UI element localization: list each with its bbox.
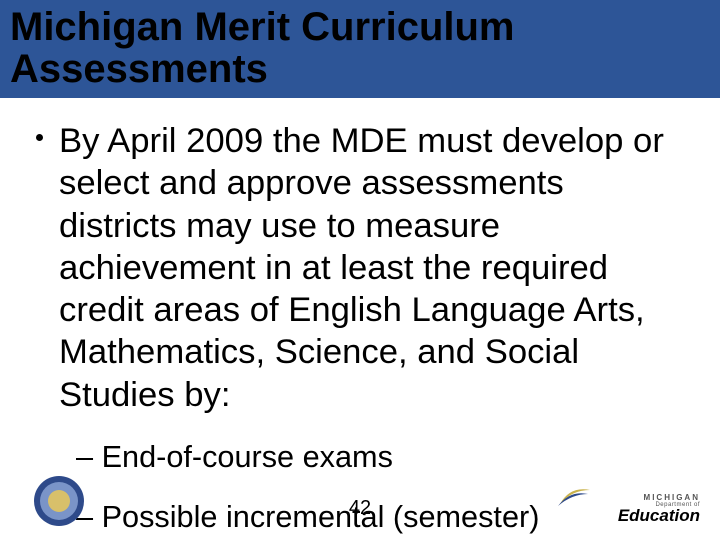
slide-footer: 42 MICHIGAN Department of Education [0,466,720,526]
bullet-dot-icon [36,134,43,141]
logo-state-text: MICHIGAN [618,494,700,502]
logo-main-text: Education [618,507,700,524]
bullet-item: By April 2009 the MDE must develop or se… [36,120,684,416]
title-bar: Michigan Merit Curriculum Assessments [0,0,720,98]
bullet-text: By April 2009 the MDE must develop or se… [59,120,684,416]
slide-title: Michigan Merit Curriculum Assessments [10,6,710,90]
page-number: 42 [349,497,371,520]
mde-logo: MICHIGAN Department of Education [618,494,700,524]
seal-center [48,490,70,512]
state-seal-icon [34,476,84,526]
logo-swoosh-icon [558,484,592,506]
